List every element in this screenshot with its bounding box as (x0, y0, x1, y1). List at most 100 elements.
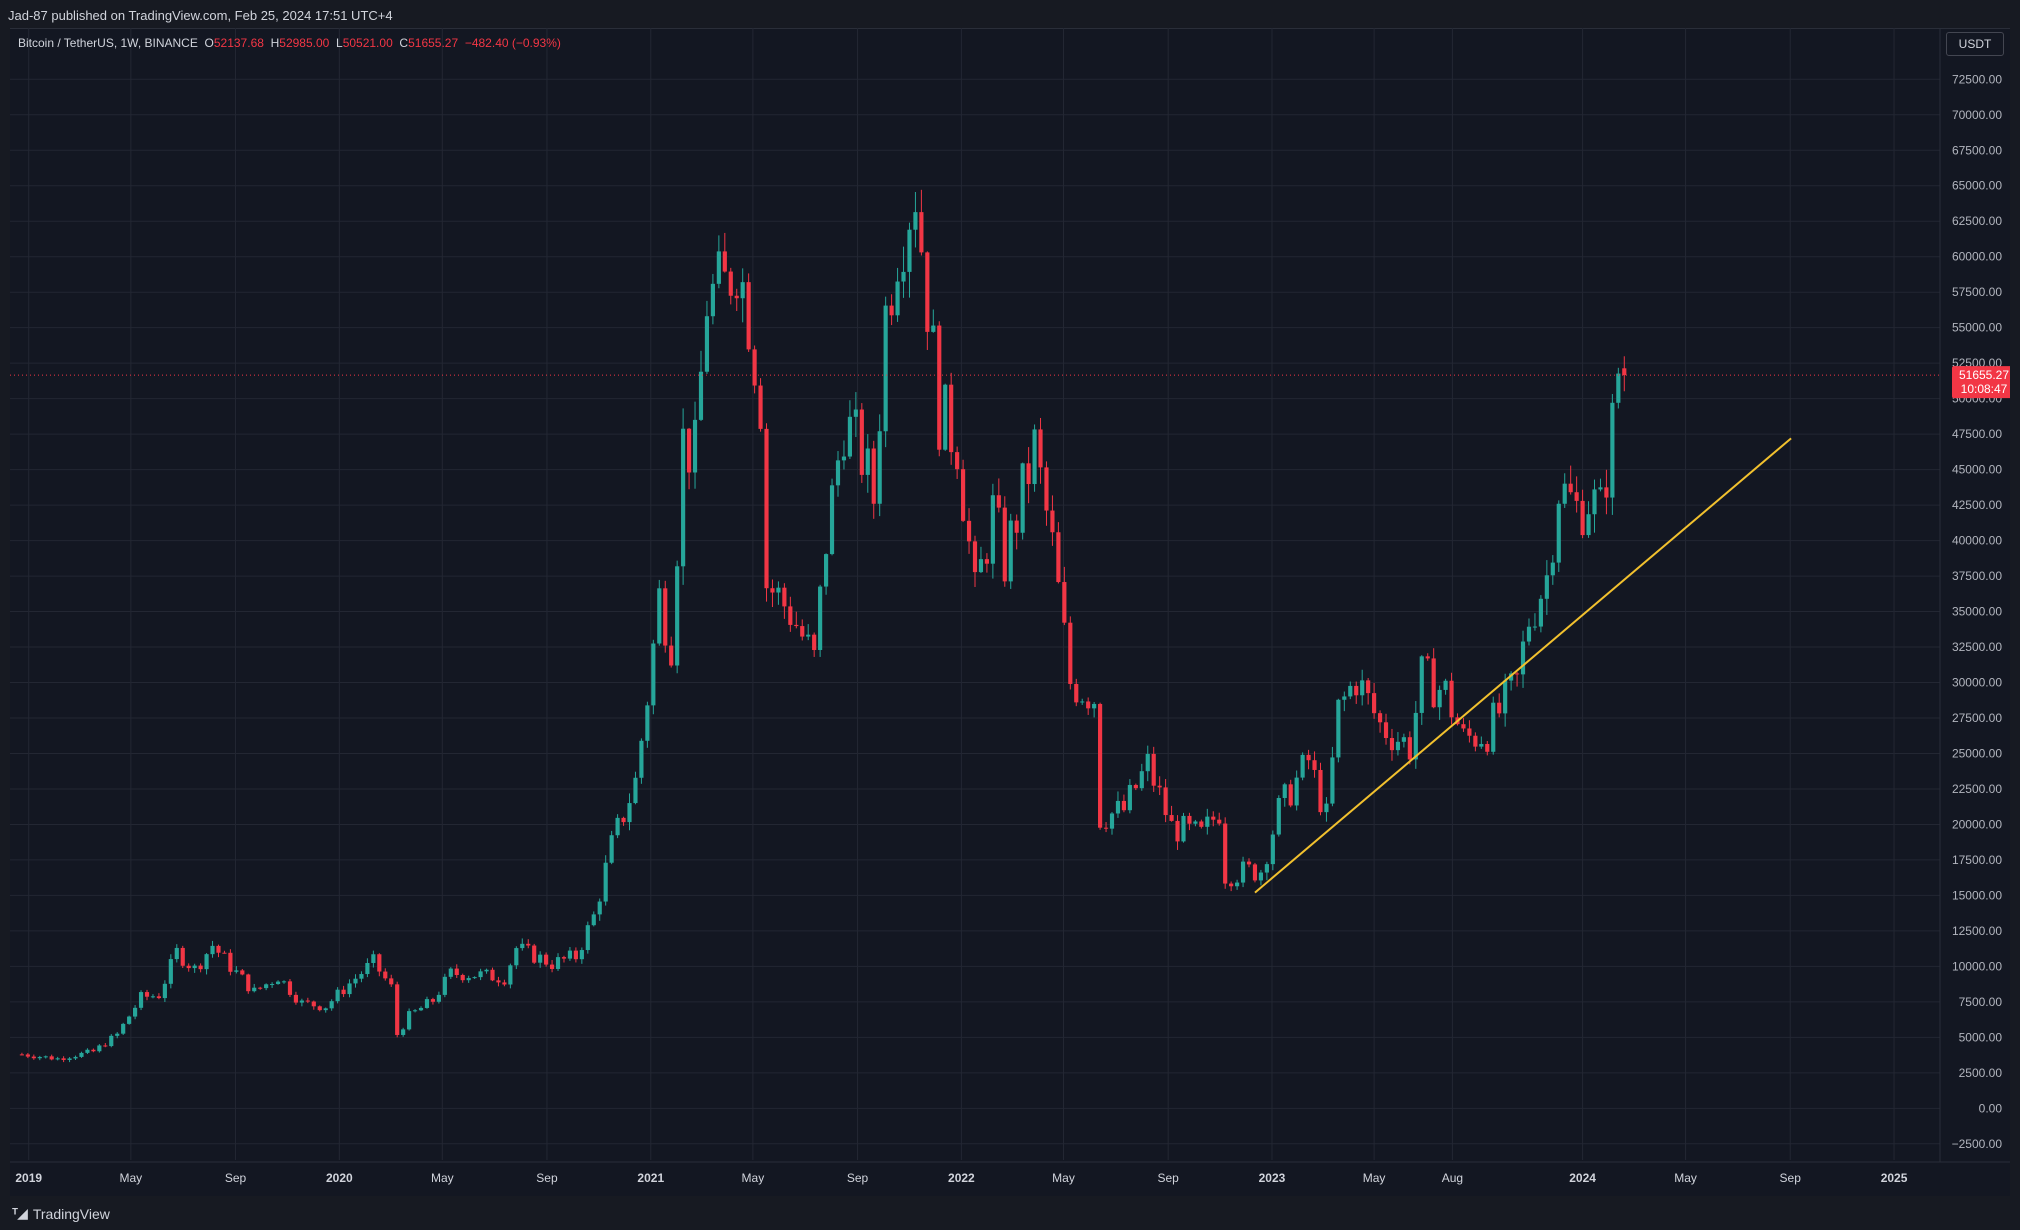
x-tick-label: 2024 (1569, 1171, 1596, 1185)
x-tick-label: 2023 (1259, 1171, 1286, 1185)
y-tick-label: 65000.00 (1952, 179, 2002, 193)
candle-body (692, 419, 698, 473)
close-value: 51655.27 (408, 36, 459, 50)
candle-body (91, 1049, 96, 1052)
candle-body (1080, 701, 1085, 703)
x-tick-label: 2020 (326, 1171, 353, 1185)
candle-body (1044, 467, 1049, 511)
candle-body (931, 325, 936, 332)
candle-body (246, 974, 251, 992)
candle-body (1300, 754, 1305, 778)
candle-body (311, 1001, 316, 1007)
candle-body (270, 984, 275, 986)
candle-body (740, 282, 745, 299)
candle-body (1419, 656, 1424, 713)
candle-body (1449, 680, 1454, 718)
candle-body (1407, 737, 1412, 760)
candle-body (204, 954, 209, 970)
candle-body (508, 965, 513, 985)
candle-body (1467, 728, 1472, 736)
y-tick-label: 45000.00 (1952, 463, 2002, 477)
price-axis[interactable]: −2500.00 0.00 2500.00 5000.00 7500.00 10000.0… (1952, 72, 2010, 1151)
candle-body (67, 1058, 72, 1060)
candle-body (591, 914, 596, 926)
candle-body (43, 1056, 48, 1058)
candle-body (335, 989, 340, 1002)
time-axis[interactable]: 2019 May Sep 2020 May Sep 2021 May Sep 2022 May Sep… (15, 1171, 1907, 1185)
candle-body (1360, 680, 1365, 696)
candle-body (675, 566, 680, 666)
candle-body (1431, 658, 1436, 708)
candle-body (1592, 489, 1597, 515)
candle-body (442, 976, 447, 995)
price-chart[interactable]: −2500.00 0.00 2500.00 5000.00 7500.00 10000.0… (10, 28, 2010, 1196)
y-tick-label: 22500.00 (1952, 782, 2002, 796)
candle-body (1056, 532, 1061, 583)
candle-body (1383, 722, 1389, 739)
candle-body (1306, 754, 1311, 761)
candle-body (514, 948, 519, 966)
candle-body (168, 959, 173, 984)
candle-body (1473, 735, 1478, 747)
candle-body (174, 947, 179, 960)
candle-body (1169, 815, 1174, 821)
x-tick-label: May (120, 1171, 143, 1185)
candle-body (615, 817, 620, 836)
candle-body (79, 1052, 84, 1057)
candle-body (133, 1007, 138, 1017)
candle-body (430, 999, 436, 1002)
candle-body (1235, 882, 1240, 887)
x-tick-label: 2025 (1881, 1171, 1908, 1185)
candle-body (835, 460, 841, 486)
candle-body (716, 251, 721, 284)
candle-body (1503, 680, 1508, 714)
candle-body (353, 978, 358, 984)
candle-body (1133, 784, 1138, 789)
candle-body (1514, 673, 1520, 675)
candle-body (722, 251, 727, 272)
candle-body (561, 957, 567, 959)
candle-body (490, 969, 495, 981)
candle-body (943, 384, 948, 450)
candle-body (895, 281, 900, 316)
candle-body (1086, 701, 1091, 709)
drawing-overlay[interactable] (10, 374, 1940, 894)
candle-body (1526, 626, 1532, 642)
candle-body (1550, 562, 1555, 576)
candle-body (901, 271, 906, 282)
candle-body (1491, 702, 1496, 752)
candle-body (949, 384, 954, 453)
candle-body (1181, 815, 1186, 842)
candle-body (645, 705, 650, 741)
candle-body (1074, 683, 1079, 703)
y-tick-label: 35000.00 (1952, 605, 2002, 619)
candle-body (1336, 699, 1341, 758)
tradingview-brand[interactable]: ᵀ◢ TradingView (12, 1205, 110, 1222)
candle-body (597, 901, 602, 915)
low-value: 50521.00 (342, 36, 393, 50)
candle-body (823, 554, 829, 587)
candle-body (710, 283, 715, 317)
symbol-title[interactable]: Bitcoin / TetherUS, 1W, BINANCE (18, 36, 198, 50)
last-price-badge (1952, 366, 2010, 399)
candle-body (1217, 819, 1222, 824)
candle-body (812, 634, 817, 651)
candle-body (925, 252, 930, 332)
candle-body (1121, 800, 1127, 811)
candle-body (329, 1001, 334, 1009)
symbol-legend: Bitcoin / TetherUS, 1W, BINANCE O52137.6… (18, 36, 561, 50)
candle-body (222, 952, 227, 954)
y-tick-label: 30000.00 (1952, 676, 2002, 690)
x-tick-label: May (742, 1171, 765, 1185)
candle-body (502, 982, 507, 985)
y-tick-label: 2500.00 (1959, 1066, 2003, 1080)
x-tick-label: May (431, 1171, 454, 1185)
candle-body (1372, 693, 1377, 714)
candle-body (264, 984, 269, 989)
candle-body (395, 984, 400, 1035)
candle-body (1342, 696, 1347, 700)
candle-body (412, 1010, 418, 1012)
currency-button[interactable]: USDT (1946, 32, 2004, 56)
candle-body (1109, 813, 1115, 829)
candle-body (1425, 656, 1430, 659)
